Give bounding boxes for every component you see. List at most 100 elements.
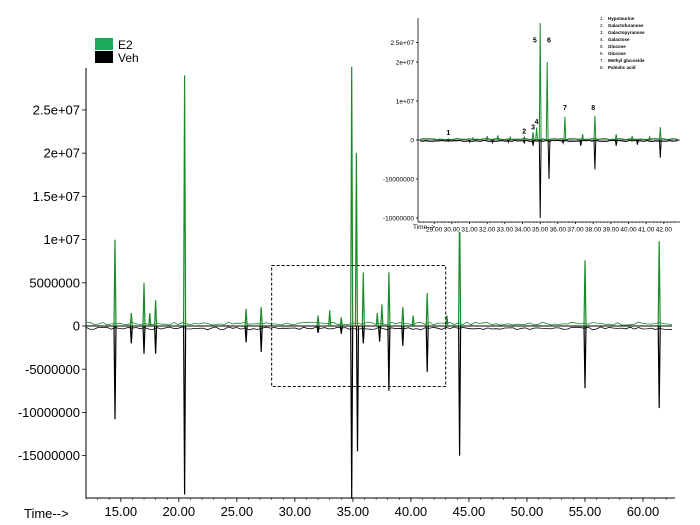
main-peak-e2: [142, 282, 146, 327]
inset-peak-veh: [491, 139, 494, 145]
main-peak-e2: [350, 66, 354, 327]
inset-peak-e2: [522, 136, 526, 141]
inset-x-tick-label: 42.00: [656, 227, 673, 234]
inset-peak-veh: [538, 139, 542, 219]
main-peak-veh: [316, 325, 320, 333]
inset-peak-veh: [447, 139, 450, 143]
compound-key: 1. Hypotaurine 2. Galactofuranose 3. Galactop…: [600, 16, 645, 70]
inset-peak-number-label: 3: [531, 124, 535, 131]
main-x-tick-label: 40.00: [395, 504, 428, 519]
main-peak-e2: [113, 239, 117, 327]
compound-key-name: Glucose: [608, 44, 626, 49]
compound-key-name: Galactopyranose: [608, 30, 645, 35]
inset-peak-number-label: 1: [446, 130, 450, 137]
main-y-tick-label: -10000000: [18, 405, 80, 420]
inset-x-tick-label: 30.00: [444, 227, 461, 234]
main-peak-e2: [354, 153, 358, 327]
main-peak-veh: [113, 325, 117, 420]
inset-peak-e2: [471, 136, 475, 141]
inset-peak-veh: [468, 139, 471, 144]
inset-x-tick-label: 32.00: [479, 227, 496, 234]
main-y-tick-label: -15000000: [18, 448, 80, 463]
inset-peak-veh: [658, 139, 662, 158]
inset-peak-e2: [630, 135, 634, 141]
main-peak-veh: [583, 325, 587, 389]
inset-peak-veh: [531, 139, 535, 146]
inset-peak-e2: [593, 115, 597, 141]
inset-y-tick-label: 1e+07: [396, 98, 415, 105]
inset-x-tick-label: 37.00: [567, 227, 584, 234]
inset-x-ticks: 29.00 30.00 31.00 32.00 33.00 34.00 35.00 36.00…: [419, 222, 675, 234]
main-peak-veh: [657, 325, 661, 409]
main-peak-e2: [583, 260, 587, 327]
legend-swatch-e2: [95, 38, 113, 50]
main-peak-e2: [425, 293, 429, 327]
main-peak-veh: [401, 325, 405, 346]
inset-noise-e2: [419, 137, 679, 141]
main-x-tick-label: 60.00: [627, 504, 660, 519]
inset-noise-veh: [419, 139, 679, 143]
main-peak-e2: [154, 300, 158, 327]
main-peak-e2: [380, 304, 384, 327]
inset-x-axis-prefix-label: Time-->: [413, 224, 436, 231]
x-axis-prefix-label: Time-->: [24, 506, 69, 521]
inset-peak-veh: [579, 139, 583, 146]
inset-peak-e2: [648, 135, 652, 141]
compound-key-name: Palmitic acid: [608, 65, 636, 70]
main-peak-e2: [375, 312, 379, 327]
inset-peak-e2: [496, 135, 500, 141]
inset-x-tick-label: 36.00: [550, 227, 567, 234]
main-peak-e2: [328, 310, 332, 327]
inset-peak-e2: [563, 116, 567, 141]
y-ticks: 2.5e+07 2e+07 1.5e+07 1e+07 5000000 0 -5000000…: [18, 102, 86, 463]
inset-y-tick-label: 2.5e+07: [390, 40, 414, 47]
inset-peak-number-label: 6: [547, 37, 551, 44]
main-peak-e2: [259, 306, 263, 327]
inset-x-tick-label: 34.00: [514, 227, 531, 234]
inset-peak-e2: [508, 135, 512, 141]
inset-peak-e2: [485, 135, 489, 141]
compound-key-number: 5.: [600, 44, 604, 49]
main-peak-veh: [350, 325, 354, 499]
main-x-tick-label: 20.00: [163, 504, 196, 519]
main-peak-veh: [183, 325, 187, 495]
main-peak-e2: [316, 315, 320, 327]
inset-peak-number-label: 7: [563, 105, 567, 112]
main-peak-veh: [387, 325, 391, 391]
main-chart: E2 Veh 2.5e+07 2e+07 1.5e+07 1e+07 5000000 0 -…: [18, 38, 675, 521]
main-peak-e2: [183, 75, 187, 327]
inset-peak-e2: [614, 134, 618, 141]
main-y-tick-label: 0: [73, 319, 80, 334]
inset-peak-veh: [614, 139, 618, 146]
peaks: [113, 66, 661, 499]
main-y-tick-label: 2.5e+07: [33, 102, 80, 117]
main-peak-veh: [458, 325, 462, 456]
compound-key-name: Galactofuranose: [608, 23, 644, 28]
inset-x-tick-label: 35.00: [532, 227, 549, 234]
main-peak-e2: [387, 272, 391, 327]
main-x-tick-label: 50.00: [511, 504, 544, 519]
main-y-tick-label: 2e+07: [43, 146, 80, 161]
main-x-tick-label: 15.00: [105, 504, 138, 519]
main-x-tick-label: 25.00: [221, 504, 254, 519]
main-peak-veh: [142, 325, 146, 354]
inset-peak-veh: [507, 139, 510, 144]
main-peak-veh: [355, 325, 360, 452]
compound-key-number: 1.: [600, 16, 604, 21]
inset-peak-veh: [636, 139, 639, 145]
inset-peak-veh: [547, 139, 551, 180]
main-peak-veh: [425, 325, 429, 372]
x-ticks: 15.00 20.00 25.00 30.00 35.00 40.00 45.00 50.00…: [85, 498, 667, 519]
main-x-tick-label: 30.00: [279, 504, 312, 519]
zoom-region-box: [271, 265, 447, 387]
inset-peaks: [447, 22, 662, 219]
inset-peak-e2: [545, 61, 549, 141]
inset-chart: 2.5e+07 2e+07 1e+07 0 -10000000 -10000000 29.…: [383, 10, 690, 234]
inset-peak-e2: [531, 132, 535, 141]
inset-x-tick-label: 29.00: [426, 227, 443, 234]
compound-key-number: 6.: [600, 51, 604, 56]
inset-peak-veh: [593, 139, 597, 170]
inset-baseline-noise: [419, 137, 679, 143]
inset-peak-number-label: 2: [522, 128, 526, 135]
